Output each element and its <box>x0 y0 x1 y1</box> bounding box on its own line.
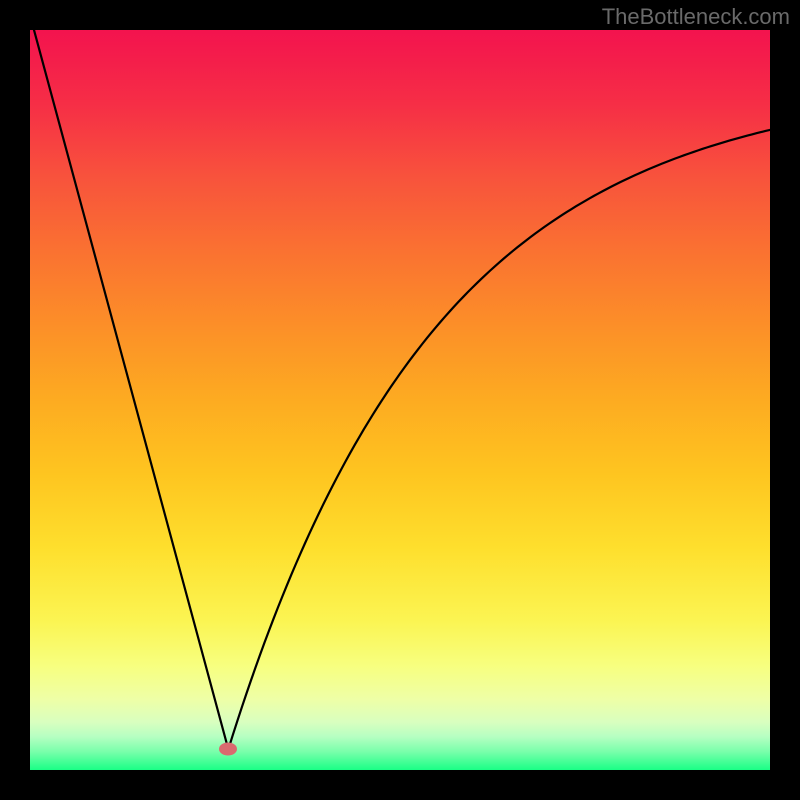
minimum-marker <box>219 743 237 756</box>
plot-area <box>30 30 770 770</box>
bottleneck-curve <box>30 30 770 770</box>
chart-container: TheBottleneck.com <box>0 0 800 800</box>
watermark-text: TheBottleneck.com <box>602 4 790 30</box>
